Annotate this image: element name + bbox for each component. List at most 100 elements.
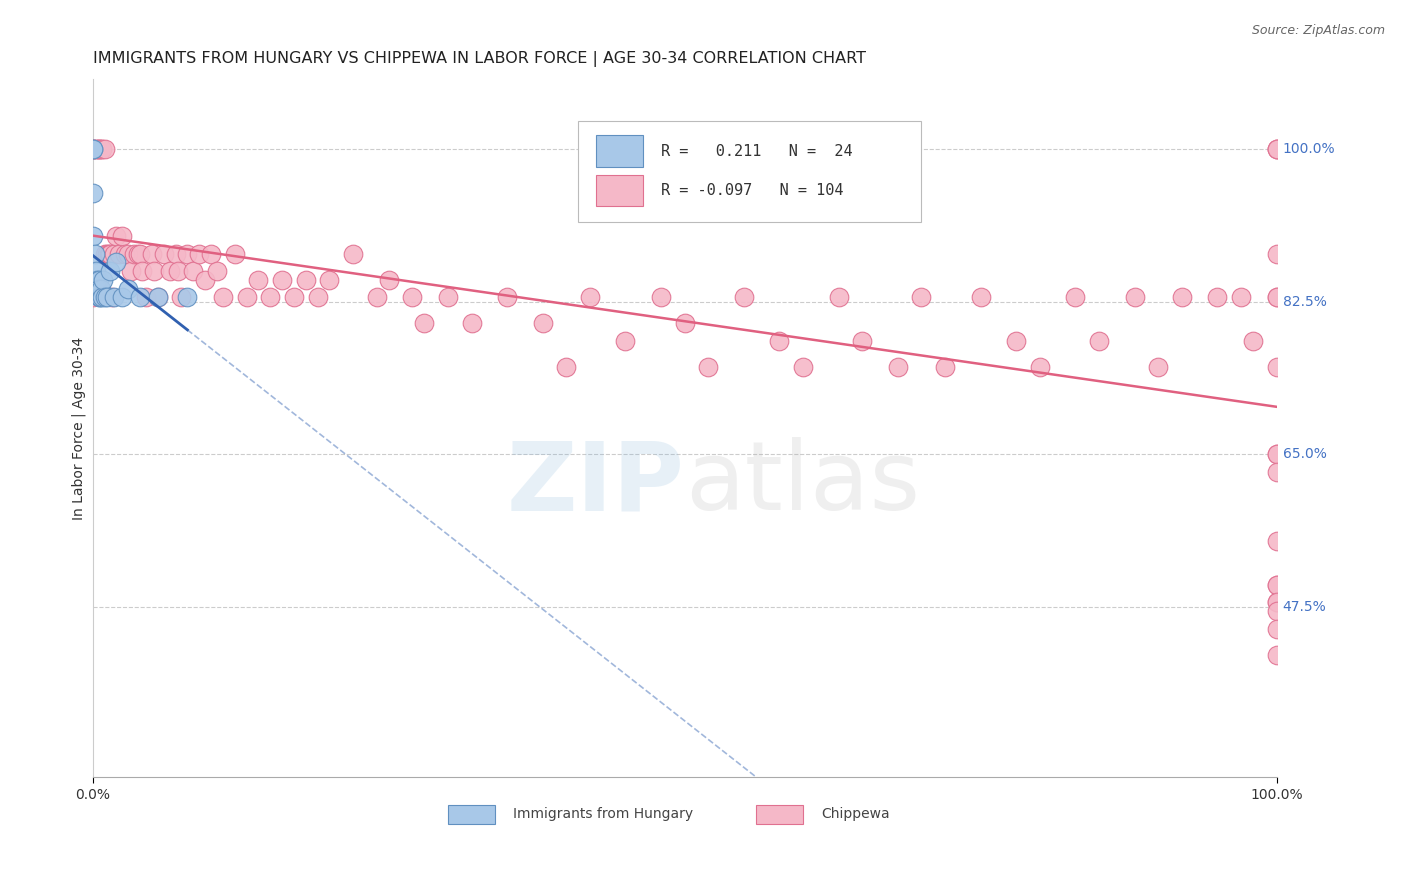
Point [129, 246, 152, 260]
Bar [596, 175, 644, 206]
Point [413, 317, 436, 331]
Point [1265, 578, 1288, 592]
Point [117, 282, 139, 296]
Point [768, 334, 790, 348]
Point [283, 290, 305, 304]
Point [1005, 334, 1028, 348]
Point [1265, 142, 1288, 156]
Point [910, 290, 932, 304]
Point [1265, 595, 1288, 609]
Point [342, 246, 364, 260]
Point [91, 142, 114, 156]
Point [105, 255, 128, 269]
Point [1265, 447, 1288, 461]
Point [259, 290, 281, 304]
Point [1088, 334, 1111, 348]
Text: 65.0%: 65.0% [1282, 447, 1326, 461]
Point [131, 264, 153, 278]
Point [84, 246, 107, 260]
Point [437, 290, 460, 304]
Bar [756, 805, 803, 824]
Text: 100.0%: 100.0% [1282, 142, 1336, 156]
Point [165, 246, 187, 260]
Point [82, 229, 104, 244]
Point [205, 264, 228, 278]
Point [614, 334, 637, 348]
Point [579, 290, 602, 304]
Point [194, 273, 217, 287]
Y-axis label: In Labor Force | Age 30-34: In Labor Force | Age 30-34 [72, 336, 86, 520]
Point [531, 317, 554, 331]
Point [1265, 534, 1288, 549]
Point [176, 246, 198, 260]
Bar [596, 136, 644, 167]
Point [120, 264, 142, 278]
Point [117, 246, 139, 260]
Point [87, 282, 110, 296]
Point [934, 359, 956, 374]
Point [103, 290, 125, 304]
Point [146, 290, 169, 304]
Point [460, 317, 482, 331]
Point [86, 273, 108, 287]
Point [111, 229, 134, 244]
Point [1265, 142, 1288, 156]
Point [167, 264, 190, 278]
Point [89, 290, 111, 304]
Point [827, 290, 849, 304]
Point [114, 246, 136, 260]
Point [673, 317, 696, 331]
Point [82, 142, 104, 156]
Point [1265, 465, 1288, 479]
Point [650, 290, 672, 304]
Point [851, 334, 873, 348]
Point [970, 290, 993, 304]
Point [366, 290, 388, 304]
Text: 82.5%: 82.5% [1282, 294, 1326, 309]
Point [96, 246, 118, 260]
Point [82, 142, 104, 156]
Point [1265, 142, 1288, 156]
Point [84, 264, 107, 278]
Point [82, 142, 104, 156]
Point [82, 290, 104, 304]
Point [82, 186, 104, 200]
Point [1265, 359, 1288, 374]
Point [98, 246, 121, 260]
Point [1265, 290, 1288, 304]
Point [82, 142, 104, 156]
Point [141, 246, 163, 260]
Point [1123, 290, 1146, 304]
Point [129, 290, 152, 304]
Bar [449, 805, 495, 824]
Point [224, 246, 246, 260]
Point [100, 290, 122, 304]
Point [271, 273, 294, 287]
Point [90, 282, 112, 296]
Point [188, 246, 211, 260]
Point [792, 359, 814, 374]
Point [127, 246, 149, 260]
Point [1171, 290, 1194, 304]
Point [93, 142, 115, 156]
Text: Source: ZipAtlas.com: Source: ZipAtlas.com [1251, 24, 1385, 37]
Point [733, 290, 755, 304]
Point [87, 273, 110, 287]
Point [1265, 578, 1288, 592]
Point [91, 290, 114, 304]
Point [697, 359, 720, 374]
Point [86, 142, 108, 156]
Text: R =   0.211   N =  24: R = 0.211 N = 24 [661, 144, 852, 159]
Point [377, 273, 399, 287]
Point [1265, 246, 1288, 260]
Point [401, 290, 423, 304]
Point [181, 264, 204, 278]
Point [103, 246, 125, 260]
Point [176, 290, 198, 304]
Point [135, 290, 157, 304]
Point [200, 246, 222, 260]
Point [122, 246, 145, 260]
Point [1265, 595, 1288, 609]
Text: ZIP: ZIP [506, 437, 685, 531]
Point [318, 273, 340, 287]
